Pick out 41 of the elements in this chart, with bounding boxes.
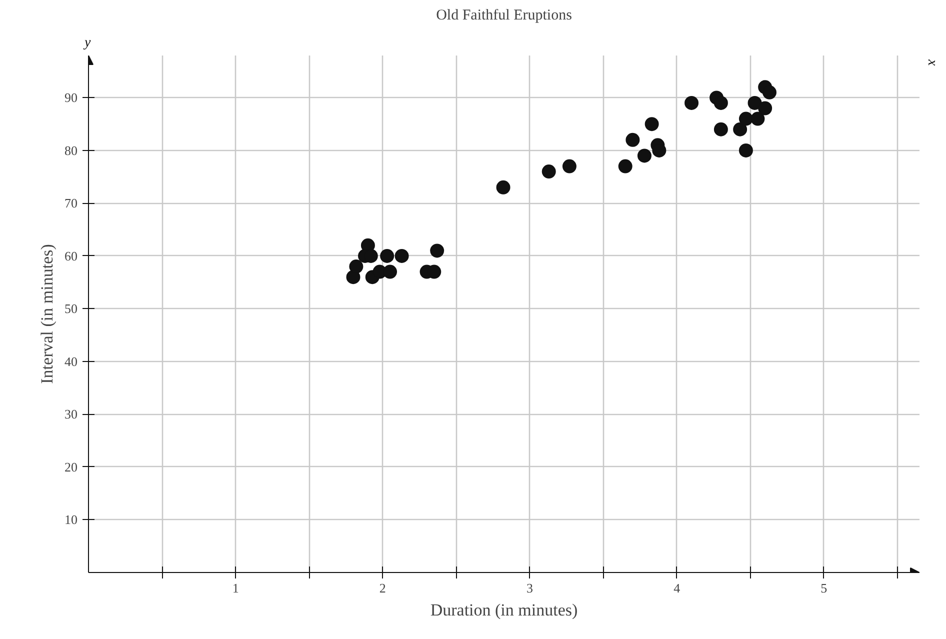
point bbox=[380, 248, 394, 263]
point bbox=[644, 117, 659, 132]
point bbox=[762, 85, 776, 100]
x-tick-label: 3 bbox=[526, 580, 533, 596]
y-tick-label: 50 bbox=[64, 301, 78, 316]
x-tick-label: 2 bbox=[379, 580, 386, 596]
y-tick-label: 20 bbox=[64, 459, 78, 474]
y-tick-label: 90 bbox=[64, 90, 78, 106]
point bbox=[684, 96, 699, 110]
chart-title: Old Faithful Eruptions bbox=[436, 8, 572, 24]
point bbox=[637, 148, 652, 163]
y-tick-label: 80 bbox=[64, 142, 78, 158]
x-tick-label: 5 bbox=[820, 580, 828, 596]
point bbox=[394, 248, 409, 263]
y-tick-label: 70 bbox=[64, 196, 78, 211]
point bbox=[738, 112, 753, 126]
y-tick-label: 30 bbox=[64, 406, 78, 422]
y-tick-label: 40 bbox=[64, 354, 78, 369]
y-tick-label: 10 bbox=[64, 512, 78, 528]
y-tick-label: 60 bbox=[64, 248, 78, 264]
point bbox=[733, 122, 748, 136]
point bbox=[542, 164, 556, 179]
point bbox=[626, 132, 640, 147]
point bbox=[562, 159, 576, 174]
point bbox=[714, 122, 728, 136]
x-axis-title: Duration (in minutes) bbox=[430, 600, 578, 620]
point bbox=[738, 143, 753, 158]
x-tick-label: 4 bbox=[674, 580, 681, 596]
text: x bbox=[924, 58, 940, 66]
point bbox=[714, 96, 728, 110]
point bbox=[618, 159, 632, 174]
x-tick-label: 1 bbox=[232, 580, 239, 596]
point bbox=[748, 96, 762, 110]
point bbox=[758, 101, 772, 116]
text: y bbox=[82, 36, 92, 50]
point bbox=[430, 244, 444, 258]
point bbox=[383, 264, 398, 279]
point bbox=[349, 260, 364, 274]
y-axis-title: Interval (in minutes) bbox=[38, 244, 56, 384]
point bbox=[750, 112, 765, 126]
point bbox=[496, 180, 510, 194]
